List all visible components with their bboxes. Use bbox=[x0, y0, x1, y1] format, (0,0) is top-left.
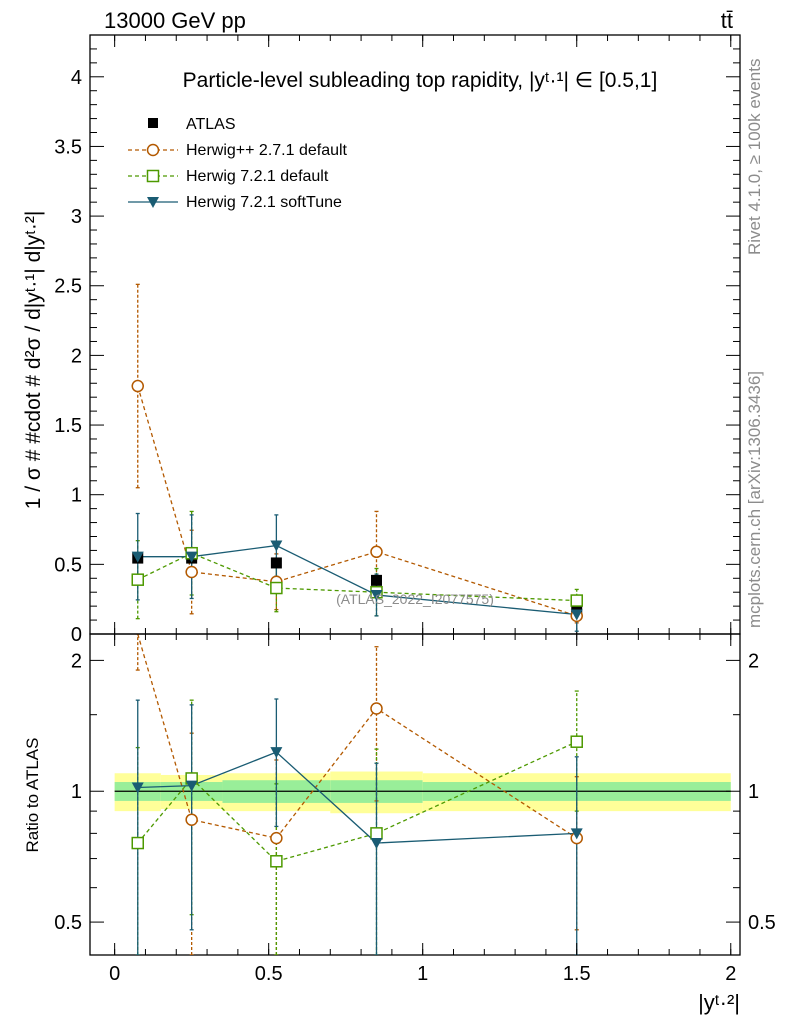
series-point-0 bbox=[185, 565, 198, 579]
legend-label-herwig7-default: Herwig 7.2.1 default bbox=[186, 168, 329, 185]
ratio-point-0 bbox=[185, 813, 198, 826]
ratio-point-1 bbox=[270, 855, 283, 868]
x-tick-label: 1.5 bbox=[563, 963, 591, 985]
y-tick-label: 4 bbox=[71, 67, 82, 89]
x-tick-label: 0 bbox=[109, 963, 120, 985]
legend-item-herwigpp: Herwig++ 2.7.1 default bbox=[128, 142, 348, 159]
legend-marker-atlas bbox=[148, 118, 158, 128]
energy-label: 13000 GeV pp bbox=[104, 8, 246, 33]
ratio-y-tick-label: 1 bbox=[71, 781, 82, 803]
x-axis-title: |yᵗ·²| bbox=[698, 990, 740, 1015]
legend-marker-herwig7-softtune bbox=[147, 197, 159, 208]
ratio-layer: 0 0.5 1 1.5 2 0.5 0.5 1 1 2 2 bbox=[54, 633, 776, 985]
ratio-point-1 bbox=[570, 735, 583, 748]
x-tick-label: 1 bbox=[417, 963, 428, 985]
legend-label-atlas: ATLAS bbox=[186, 116, 236, 133]
y-tick-label: 1.5 bbox=[54, 415, 82, 437]
ratio-point-2 bbox=[131, 782, 144, 794]
series-line-0 bbox=[137, 385, 577, 617]
x-tick-label: 2 bbox=[725, 963, 736, 985]
ratio-point-2 bbox=[570, 828, 583, 840]
y-tick-label: 3.5 bbox=[54, 136, 82, 158]
y-tick-label: 0 bbox=[71, 624, 82, 646]
main-layer: 0 0.5 1 1.5 2 2.5 3 3.5 4 bbox=[54, 34, 741, 955]
atlas-data-point bbox=[571, 602, 583, 614]
y-tick-label: 3 bbox=[71, 206, 82, 228]
ratio-line-1 bbox=[137, 741, 578, 863]
series-point-2 bbox=[270, 540, 283, 552]
series-point-2 bbox=[570, 609, 583, 621]
ratio-point-2 bbox=[370, 838, 383, 850]
analysis-watermark: (ATLAS_2022_I2077575) bbox=[336, 591, 494, 607]
ratio-series-group bbox=[131, 634, 583, 955]
legend: ATLAS Herwig++ 2.7.1 default Herwig 7.2.… bbox=[128, 116, 348, 211]
ratio-point-2 bbox=[270, 747, 283, 759]
series-point-2 bbox=[370, 589, 383, 601]
ratio-point-2 bbox=[185, 780, 198, 792]
mcplots-label: mcplots.cern.ch [arXiv:1306.3436] bbox=[745, 371, 764, 628]
ratio-point-0 bbox=[370, 702, 383, 715]
atlas-data-point bbox=[270, 557, 282, 569]
legend-label-herwig7-softtune: Herwig 7.2.1 softTune bbox=[186, 194, 342, 211]
process-label: tt̄ bbox=[721, 8, 733, 33]
series-point-1 bbox=[570, 594, 583, 607]
series-point-2 bbox=[185, 551, 198, 563]
y-tick-label: 2.5 bbox=[54, 276, 82, 298]
ratio-y-tick-label-right: 2 bbox=[748, 650, 759, 672]
legend-item-herwig7-softtune: Herwig 7.2.1 softTune bbox=[128, 194, 342, 211]
main-y-axis-title: 1 / σ # #cdot # d²σ / d|yᵗ·¹| d|yᵗ·²| bbox=[22, 211, 45, 510]
series-point-0 bbox=[370, 545, 383, 559]
main-panel-frame bbox=[89, 34, 741, 635]
series-point-1 bbox=[131, 573, 144, 586]
series-point-2 bbox=[131, 551, 144, 563]
legend-label-herwigpp: Herwig++ 2.7.1 default bbox=[186, 142, 348, 159]
ratio-y-axis-title: Ratio to ATLAS bbox=[23, 738, 42, 853]
ratio-y-tick-label: 2 bbox=[71, 650, 82, 672]
chart-title: Particle-level subleading top rapidity, … bbox=[183, 69, 658, 92]
y-tick-label: 0.5 bbox=[54, 554, 82, 576]
legend-marker-herwig7-default bbox=[146, 169, 160, 183]
ratio-y-tick-label-right: 1 bbox=[748, 781, 759, 803]
legend-item-herwig7-default: Herwig 7.2.1 default bbox=[128, 168, 329, 185]
rivet-label: Rivet 4.1.0, ≥ 100k events bbox=[745, 59, 764, 255]
ratio-point-1 bbox=[370, 827, 383, 840]
ratio-y-tick-label: 0.5 bbox=[54, 912, 82, 934]
series-line-1 bbox=[137, 552, 577, 602]
ratio-point-0 bbox=[270, 831, 283, 845]
x-tick-label: 0.5 bbox=[255, 963, 283, 985]
legend-item-atlas: ATLAS bbox=[148, 116, 236, 133]
series-point-1 bbox=[270, 581, 283, 595]
atlas-data-point bbox=[370, 574, 382, 586]
ratio-y-tick-label-right: 0.5 bbox=[748, 912, 776, 934]
ratio-point-1 bbox=[131, 836, 144, 850]
legend-marker-herwigpp bbox=[146, 143, 160, 157]
series-point-0 bbox=[131, 379, 144, 393]
y-tick-label: 2 bbox=[71, 345, 82, 367]
y-tick-label: 1 bbox=[71, 485, 82, 507]
